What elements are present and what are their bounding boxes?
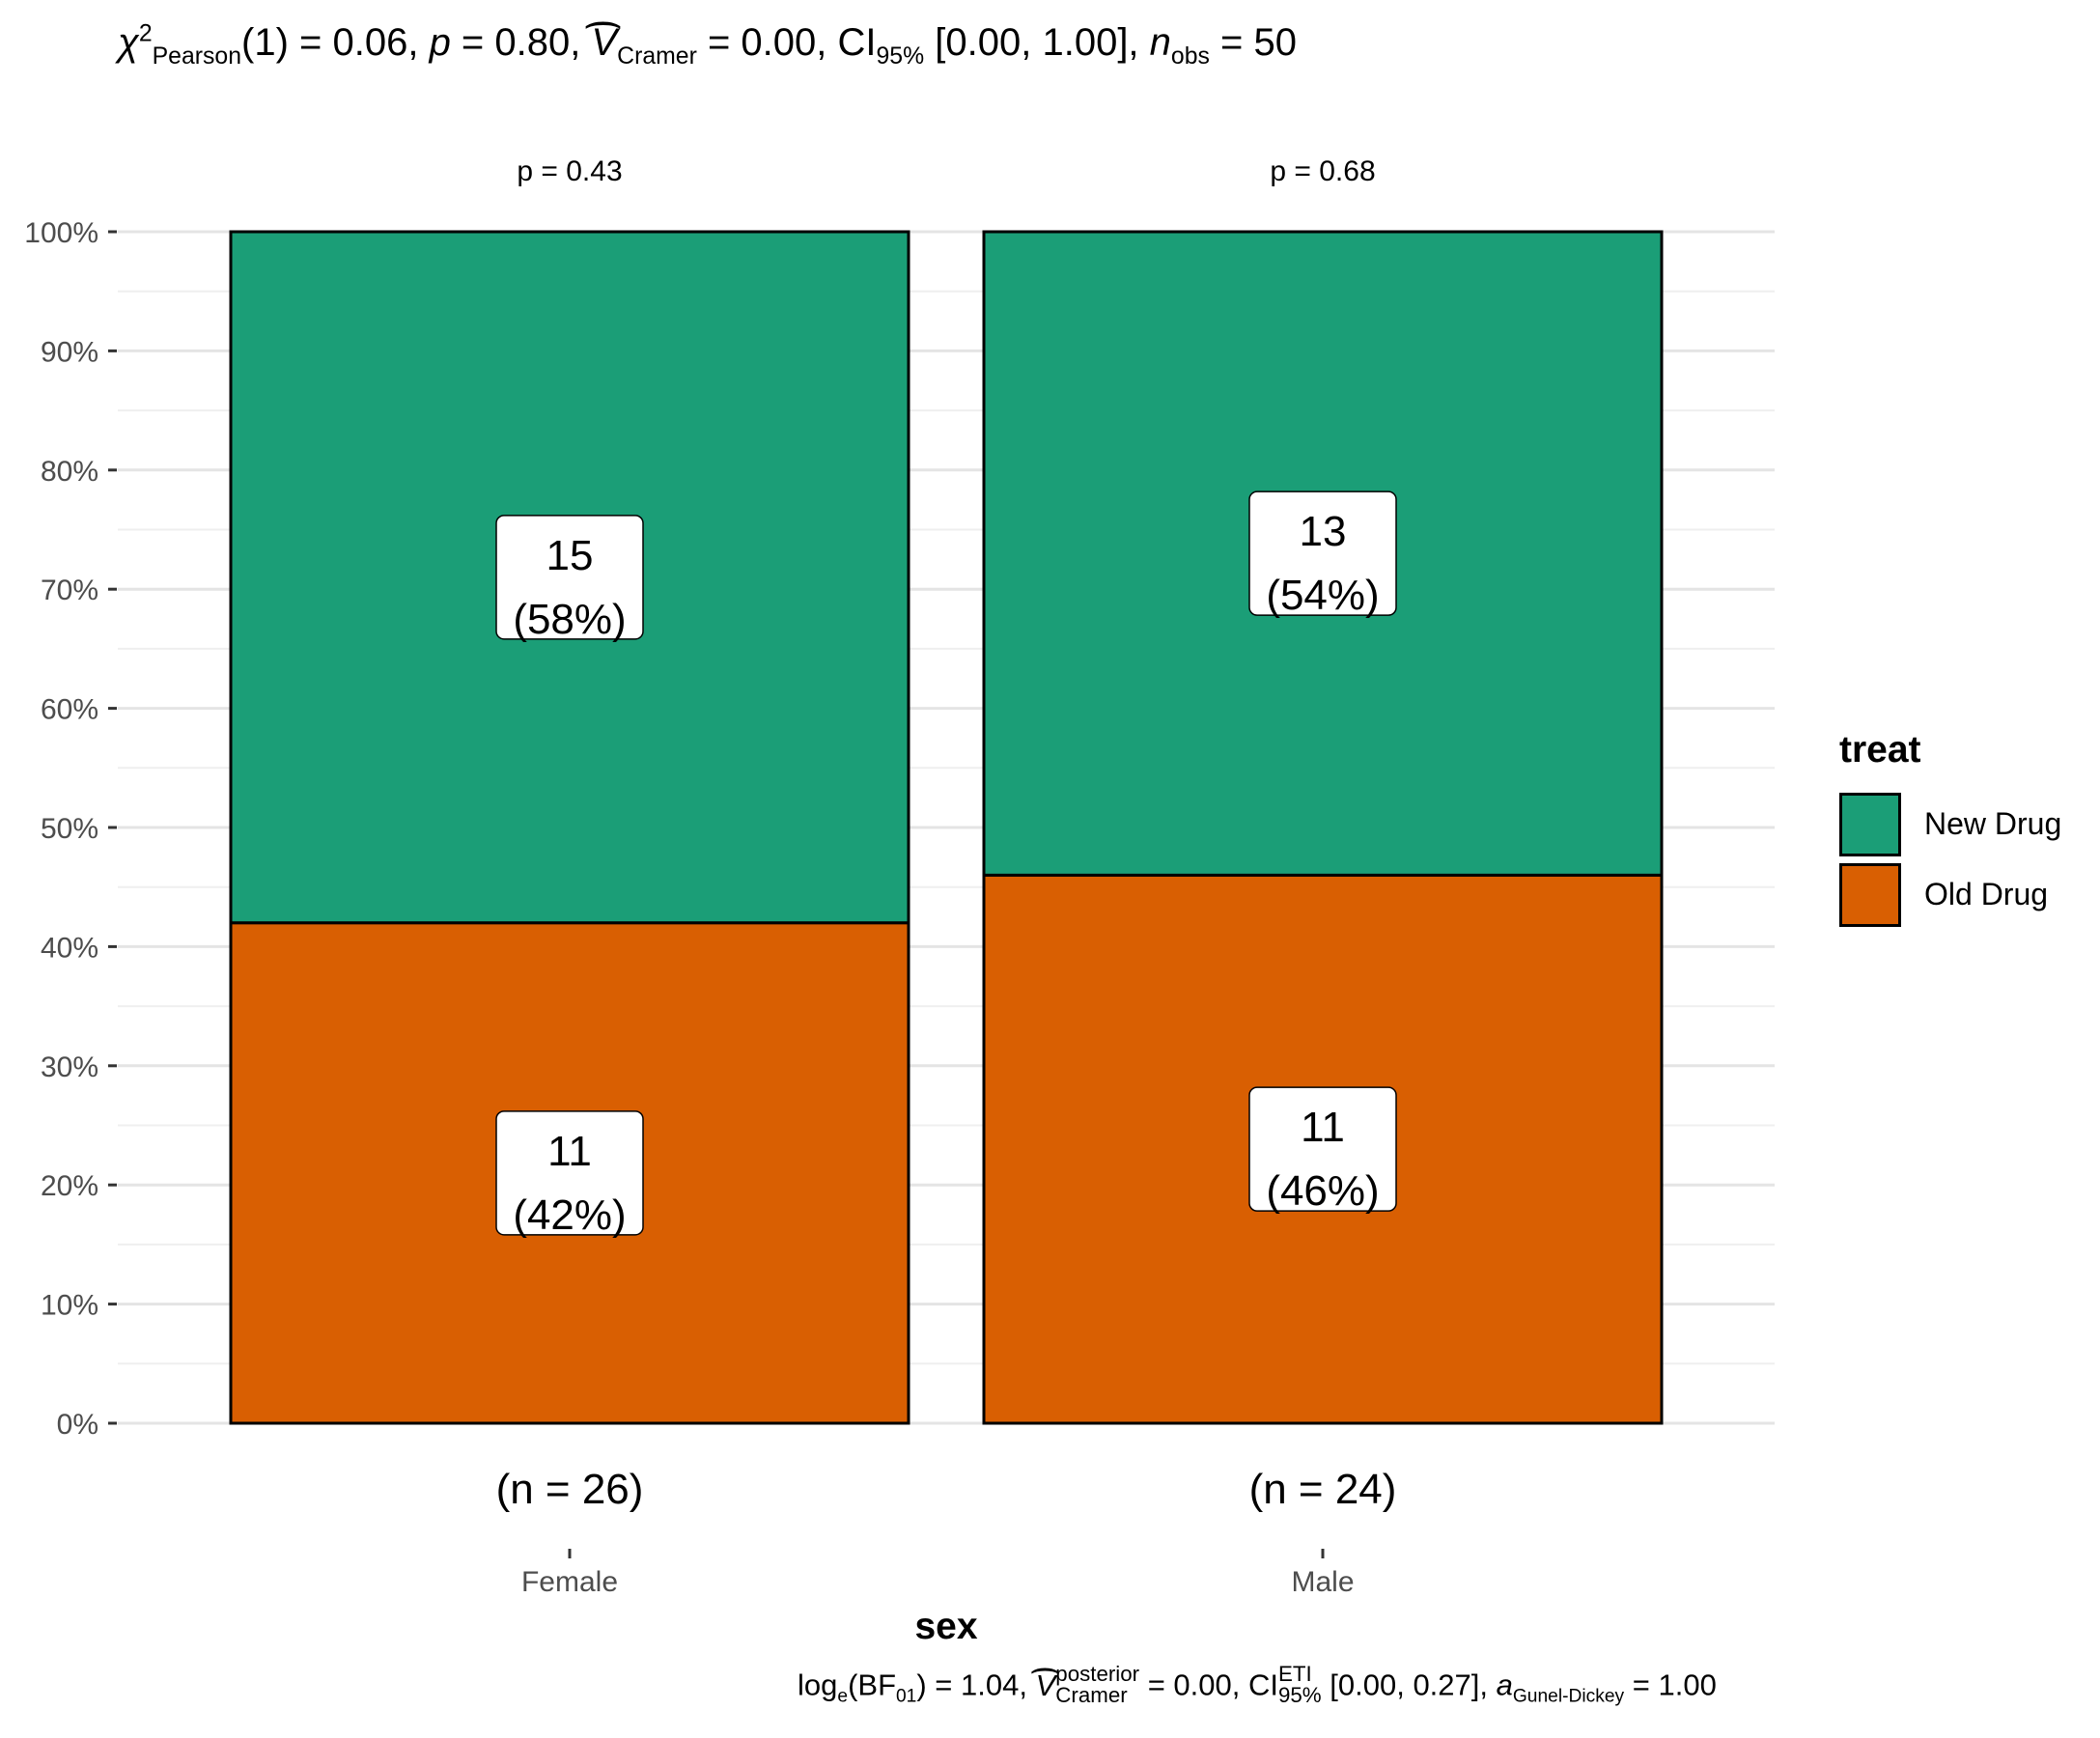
legend-key-old-drug: [1839, 862, 1901, 927]
chi-symbol: χ: [118, 21, 139, 64]
y-tick-label: 90%: [41, 336, 98, 368]
y-tick-label: 20%: [41, 1170, 98, 1202]
data-label-percent: (58%): [513, 596, 626, 643]
data-label-count: 11: [1301, 1104, 1345, 1151]
legend: treat New Drug Old Drug: [1839, 729, 2061, 930]
n-subscript: obs: [1170, 43, 1210, 70]
p-symbol: p: [429, 21, 451, 64]
category-p-value: p = 0.43: [517, 155, 622, 187]
y-tick-label: 60%: [41, 694, 98, 726]
y-tick-label: 50%: [41, 813, 98, 845]
legend-label-new-drug: New Drug: [1924, 806, 2062, 841]
v-posterior-subscript: Cramer: [1055, 1683, 1128, 1708]
a-subscript: Gunel-Dickey: [1512, 1686, 1625, 1707]
data-label-count: 15: [546, 532, 594, 579]
y-tick-label: 40%: [41, 932, 98, 964]
x-axis-title: sex: [914, 1606, 977, 1647]
x-tick-label: Female: [521, 1566, 618, 1598]
legend-label-old-drug: Old Drug: [1924, 877, 2049, 911]
legend-item-old-drug: Old Drug: [1839, 859, 2061, 930]
ci-eti-text: [0.00, 0.27],: [1321, 1668, 1497, 1702]
x-axis: (n = 26) Female (n = 24) Male: [496, 1466, 1397, 1598]
ci-text: [0.00, 1.00],: [924, 21, 1150, 64]
a-text: = 1.00: [1624, 1668, 1717, 1702]
v-posterior-superscript: posterior: [1055, 1661, 1140, 1686]
a-symbol: a: [1496, 1668, 1513, 1702]
data-label-count: 13: [1300, 508, 1347, 555]
ci-subscript: 95%: [876, 43, 925, 70]
y-tick-label: 80%: [41, 456, 98, 488]
data-label-percent: (54%): [1266, 572, 1379, 619]
v-symbol: V: [591, 21, 617, 65]
n-text: = 50: [1209, 21, 1297, 64]
bf-subscript: 01: [896, 1686, 917, 1707]
y-tick-label: 70%: [41, 575, 98, 606]
category-n-label: (n = 24): [1249, 1466, 1397, 1513]
data-label-count: 11: [547, 1128, 592, 1175]
data-label-percent: (46%): [1266, 1167, 1379, 1215]
y-axis: 0% 10% 20% 30% 40% 50% 60% 70% 80% 90% 100%: [24, 217, 117, 1441]
data-label-box: [495, 1110, 644, 1236]
v-posterior-text: = 0.00, CI: [1139, 1668, 1278, 1702]
ci-eti-superscript: ETI: [1277, 1661, 1312, 1686]
legend-item-new-drug: New Drug: [1839, 789, 2061, 859]
log-subscript: e: [837, 1686, 849, 1707]
data-label-box: [495, 515, 644, 640]
p-text: = 0.80,: [450, 21, 592, 64]
y-tick-label: 0%: [57, 1409, 98, 1441]
data-label-percent: (42%): [513, 1191, 626, 1239]
y-tick-label: 100%: [24, 217, 98, 249]
v-posterior-symbol: V: [1036, 1668, 1056, 1703]
category-n-label: (n = 26): [496, 1466, 644, 1513]
data-label-box: [1248, 491, 1397, 616]
chart-subtitle-stats: χ2Pearson(1) = 0.06, p = 0.80, VCramer =…: [118, 20, 1297, 69]
log-text: log: [798, 1668, 838, 1702]
legend-title: treat: [1839, 729, 1921, 771]
n-symbol: n: [1149, 21, 1171, 64]
chi-superscript: 2: [138, 20, 153, 47]
bf-value-text: ) = 1.04,: [916, 1668, 1036, 1702]
ci-eti-subscript: 95%: [1277, 1683, 1322, 1708]
category-p-value: p = 0.68: [1270, 155, 1375, 187]
y-tick-label: 10%: [41, 1290, 98, 1322]
legend-key-new-drug: [1839, 792, 1901, 856]
data-label-box: [1248, 1086, 1397, 1212]
bf-text: (BF: [848, 1668, 896, 1702]
v-text: = 0.00, CI: [696, 21, 877, 64]
chi-subscript: Pearson: [152, 43, 241, 70]
df-text: (1) = 0.06,: [241, 21, 430, 64]
bars: [229, 230, 1664, 1425]
bar-labels: 11 (42%) 15 (58%) p = 0.43 11 (46%) 13 (54%) p = …: [495, 155, 1397, 1239]
x-tick-label: Male: [1291, 1566, 1354, 1598]
y-tick-label: 30%: [41, 1051, 98, 1083]
v-subscript: Cramer: [617, 43, 697, 70]
